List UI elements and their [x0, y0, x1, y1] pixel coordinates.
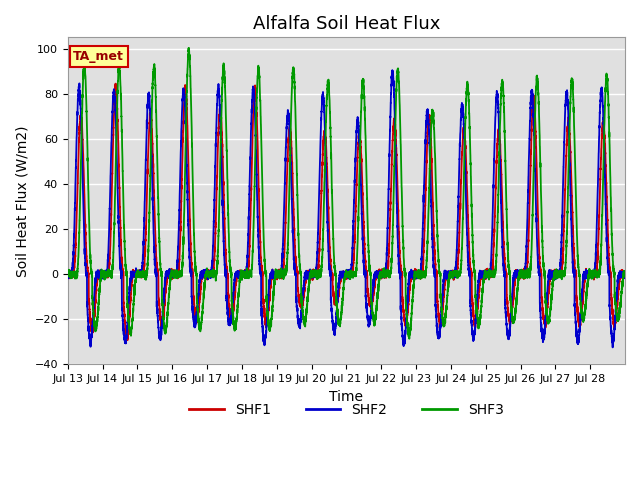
Y-axis label: Soil Heat Flux (W/m2): Soil Heat Flux (W/m2) — [15, 125, 29, 276]
X-axis label: Time: Time — [330, 390, 364, 404]
Legend: SHF1, SHF2, SHF3: SHF1, SHF2, SHF3 — [184, 398, 509, 423]
Text: TA_met: TA_met — [74, 50, 124, 63]
Title: Alfalfa Soil Heat Flux: Alfalfa Soil Heat Flux — [253, 15, 440, 33]
